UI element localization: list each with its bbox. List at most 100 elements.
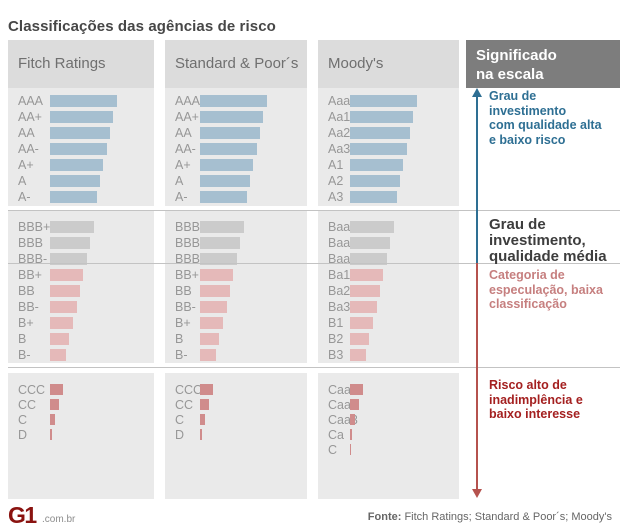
rating-row: BBB+ (165, 219, 307, 235)
scale-arrow-blue-line (476, 96, 478, 263)
column-moodys: Moody's Aaa Aa1 Aa2 Aa3 A1 A2 A3 Baa1 Baa2 Baa3 … (318, 40, 459, 499)
page-title: Classificações das agências de risco (8, 18, 276, 36)
rating-row: CC (8, 397, 154, 412)
rating-bar (50, 269, 83, 281)
rating-label: BBB- (175, 252, 205, 266)
rating-row: Ba2 (318, 283, 459, 299)
rating-row: A (8, 173, 154, 189)
rating-label: A (175, 174, 184, 188)
rating-label: Ba1 (328, 268, 351, 282)
rating-bar (200, 253, 237, 265)
rating-bar (200, 221, 244, 233)
rating-label: A+ (175, 158, 191, 172)
fitch-investment-high-block: AAA AA+ AA AA- A+ A A- (8, 88, 154, 206)
rating-row: A1 (318, 157, 459, 173)
rating-bar (50, 414, 55, 425)
rating-row: Caa1 (318, 382, 459, 397)
rating-label: B1 (328, 316, 344, 330)
rating-label: A+ (18, 158, 34, 172)
rating-label: BB- (18, 300, 39, 314)
rating-row: B1 (318, 315, 459, 331)
rating-row: D (165, 427, 307, 442)
rating-bar (50, 111, 113, 123)
sp-default-risk-block: CCC CC C D (165, 373, 307, 499)
rating-bar (50, 143, 107, 155)
rating-row: Ca (318, 427, 459, 442)
rating-label: AA+ (175, 110, 199, 124)
rating-row: AA+ (8, 109, 154, 125)
rating-row: A (165, 173, 307, 189)
rating-row: CCC (8, 382, 154, 397)
rating-bar (350, 111, 413, 123)
block-gap (165, 206, 307, 211)
rating-bar (200, 317, 223, 329)
rating-bar (350, 414, 355, 425)
rating-row: Ba3 (318, 299, 459, 315)
rating-row: A+ (165, 157, 307, 173)
rating-bar (350, 175, 400, 187)
rating-bar (200, 191, 247, 203)
rating-label: BB+ (18, 268, 42, 282)
rating-row: A- (8, 189, 154, 205)
block-gap (165, 363, 307, 373)
rating-label: AA- (18, 142, 39, 156)
rating-label: BB+ (175, 268, 199, 282)
rating-bar (200, 414, 205, 425)
rating-label: Baa2 (328, 236, 358, 250)
rating-row: BB (8, 283, 154, 299)
rating-label: D (18, 427, 28, 442)
rating-bar (350, 384, 363, 395)
column-standard-poors: Standard & Poor´s AAA AA+ AA AA- A+ A A- BBB+ B… (165, 40, 307, 499)
scale-arrow-up-icon (472, 88, 482, 97)
rating-label: BB- (175, 300, 196, 314)
section-divider (8, 367, 620, 368)
rating-bar (50, 301, 77, 313)
rating-label: A- (18, 190, 31, 204)
rating-row: BB+ (8, 267, 154, 283)
rating-bar (200, 333, 219, 345)
rating-bar (350, 127, 410, 139)
rating-bar (350, 429, 352, 440)
scale-arrow-red-line (476, 263, 478, 490)
rating-label: C (18, 412, 28, 427)
rating-row: Aa1 (318, 109, 459, 125)
rating-bar (200, 143, 257, 155)
rating-bar (350, 333, 369, 345)
rating-row: Ba1 (318, 267, 459, 283)
meaning-investment-grade-high: Grau de investimento com qualidade alta … (489, 89, 602, 147)
rating-bar (350, 237, 390, 249)
rating-row: CC (165, 397, 307, 412)
rating-bar (350, 95, 417, 107)
rating-row: B (8, 331, 154, 347)
rating-label: B (18, 332, 27, 346)
rating-row: BB (165, 283, 307, 299)
rating-bar (350, 253, 387, 265)
rating-bar (50, 285, 80, 297)
rating-bar (350, 191, 397, 203)
rating-label: BB (18, 284, 35, 298)
column-header-sp: Standard & Poor´s (165, 40, 307, 88)
rating-bar (50, 429, 52, 440)
rating-bar (200, 237, 240, 249)
rating-label: A3 (328, 190, 344, 204)
rating-row: A+ (8, 157, 154, 173)
column-header-moodys: Moody's (318, 40, 459, 88)
rating-row: Aa3 (318, 141, 459, 157)
moodys-mid-block: Baa1 Baa2 Baa3 Ba1 Ba2 Ba3 B1 B2 B3 (318, 211, 459, 363)
rating-row: C (165, 412, 307, 427)
meaning-speculative-category: Categoria de especulação, baixa classifi… (489, 268, 603, 311)
rating-bar (350, 317, 373, 329)
rating-bar (200, 429, 202, 440)
rating-label: AA (18, 126, 35, 140)
rating-row: AA (165, 125, 307, 141)
rating-row: Baa3 (318, 251, 459, 267)
rating-row: A2 (318, 173, 459, 189)
rating-row: Aa2 (318, 125, 459, 141)
rating-row: Baa2 (318, 235, 459, 251)
rating-bar (50, 159, 103, 171)
rating-row: B (165, 331, 307, 347)
rating-label: B+ (175, 316, 191, 330)
rating-bar (350, 301, 377, 313)
rating-row: B3 (318, 347, 459, 363)
rating-label: AA+ (18, 110, 42, 124)
